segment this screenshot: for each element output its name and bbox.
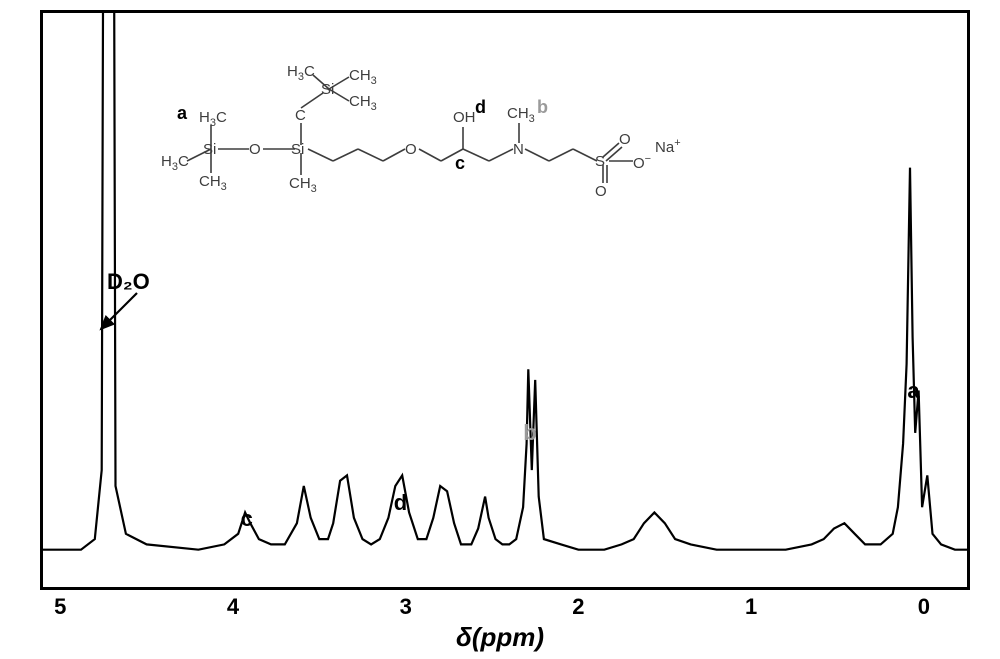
molecular-structure: H3C H3C CH3 Si O Si CH3 C Si CH3 CH3 H3C… <box>163 53 683 223</box>
atom-ch3-top2: CH3 <box>349 93 377 113</box>
atom-so-upper: O <box>619 131 631 148</box>
plot-frame: D₂O <box>40 10 970 590</box>
peak-label-d: d <box>394 490 407 516</box>
peak-label-a: a <box>907 378 919 404</box>
atom-c-branch: C <box>295 107 306 124</box>
peak-label-b: b <box>523 420 536 446</box>
atom-so-lower: O <box>595 183 607 200</box>
atom-ch3-tms2: H3C <box>161 153 189 173</box>
struct-anno-b: b <box>537 97 548 118</box>
struct-anno-a: a <box>177 103 187 124</box>
atom-si-top: Si <box>321 81 334 98</box>
atom-ch3-mid: CH3 <box>289 175 317 195</box>
atom-n: N <box>513 141 524 158</box>
atom-ch3-top1: CH3 <box>349 67 377 87</box>
xtick-5: 5 <box>54 594 66 620</box>
xtick-2: 2 <box>572 594 584 620</box>
atom-o-siloxane: O <box>249 141 261 158</box>
xtick-1: 1 <box>745 594 757 620</box>
atom-ch3-tms3: CH3 <box>199 173 227 193</box>
xtick-0: 0 <box>918 594 930 620</box>
atom-si-left: Si <box>203 141 216 158</box>
atom-si-mid: Si <box>291 141 304 158</box>
xtick-4: 4 <box>227 594 239 620</box>
atom-oh: OH <box>453 109 476 126</box>
peak-label-c: c <box>241 506 253 532</box>
struct-anno-c: c <box>455 153 465 174</box>
solvent-label-d2o: D₂O <box>107 269 150 295</box>
atom-o-ether: O <box>405 141 417 158</box>
atom-ch3-tms1: H3C <box>199 109 227 129</box>
xtick-3: 3 <box>400 594 412 620</box>
atom-n-ch3: CH3 <box>507 105 535 125</box>
struct-anno-d: d <box>475 97 486 118</box>
atom-ominus: O− <box>633 153 651 172</box>
atom-ch3-top3: H3C <box>287 63 315 83</box>
atom-na: Na+ <box>655 137 681 156</box>
x-axis-label: δ(ppm) <box>0 622 1000 653</box>
atom-s: S <box>595 153 605 170</box>
nmr-figure: D₂O <box>0 0 1000 659</box>
